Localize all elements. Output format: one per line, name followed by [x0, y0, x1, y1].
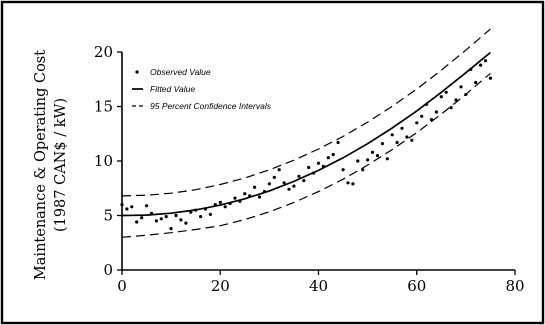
observed-point — [385, 157, 389, 161]
observed-point — [474, 80, 478, 85]
x-tick-label: 40 — [309, 277, 328, 295]
observed-point — [199, 215, 203, 219]
x-tick-label: 20 — [211, 277, 230, 295]
observed-point — [439, 95, 443, 99]
observed-point — [233, 196, 237, 200]
observed-point — [366, 158, 370, 162]
observed-point — [164, 215, 168, 219]
observed-point — [415, 121, 419, 125]
y-tick-label: 10 — [94, 152, 113, 170]
observed-point — [351, 182, 355, 186]
observed-point — [159, 217, 163, 221]
observed-point — [410, 138, 414, 142]
observed-point — [400, 126, 404, 130]
observed-point — [479, 63, 483, 67]
observed-point — [292, 184, 296, 188]
observed-point — [326, 156, 330, 160]
observed-point — [277, 168, 281, 172]
observed-point — [375, 154, 380, 158]
observed-point — [125, 207, 129, 211]
legend-fitted-label: Fitted Value — [150, 84, 195, 94]
observed-point — [282, 181, 286, 185]
legend-observed-label: Observed Value — [150, 67, 211, 77]
observed-point — [307, 165, 311, 170]
observed-point — [444, 90, 448, 94]
observed-point — [218, 200, 222, 204]
observed-point — [449, 106, 453, 110]
observed-point — [380, 142, 384, 146]
y-axis-label-line-1: Maintenance & Operating Cost — [33, 50, 49, 280]
x-tick-label: 80 — [505, 277, 524, 295]
ci-upper-line — [121, 28, 491, 197]
legend-observed-marker — [135, 70, 139, 74]
observed-point — [272, 175, 276, 179]
y-tick-label: 0 — [103, 261, 113, 279]
observed-point — [130, 205, 134, 209]
fitted-value-line — [121, 51, 491, 217]
legend: Observed Value Fitted Value 95 Percent C… — [132, 67, 272, 111]
observed-point — [287, 187, 291, 191]
observed-point — [208, 212, 212, 216]
observed-point — [395, 140, 399, 145]
observed-point — [267, 182, 271, 186]
observed-point — [253, 185, 257, 189]
observed-point — [257, 195, 262, 199]
observed-point — [459, 85, 463, 89]
observed-point — [331, 152, 335, 157]
observed-point — [169, 227, 173, 231]
y-tick-label: 20 — [94, 43, 113, 61]
observed-point — [243, 192, 247, 196]
y-tick-label: 15 — [94, 98, 113, 116]
axis-ticks: 0 20 40 60 80 0 5 10 15 20 — [94, 43, 525, 295]
observed-point — [297, 174, 301, 178]
x-tick-label: 60 — [407, 277, 426, 295]
observed-point — [316, 161, 321, 165]
ci-lower-line — [121, 72, 491, 238]
observed-point — [154, 219, 158, 223]
observed-point — [356, 159, 360, 163]
observed-point — [434, 110, 438, 114]
observed-point — [184, 221, 188, 225]
observed-point — [483, 59, 488, 63]
observed-point — [120, 203, 124, 207]
observed-point — [370, 150, 375, 154]
x-tick-label: 0 — [117, 277, 127, 295]
observed-point — [302, 179, 306, 183]
legend-ci-label: 95 Percent Confidence Intervals — [150, 101, 272, 111]
observed-point — [390, 133, 394, 137]
observed-point — [174, 213, 178, 218]
observed-point — [179, 218, 183, 222]
observed-point — [135, 220, 139, 224]
observed-point — [145, 204, 149, 208]
observed-point — [140, 216, 144, 220]
data-series — [120, 28, 492, 238]
y-tick-label: 5 — [103, 207, 113, 225]
observed-point — [223, 205, 227, 209]
observed-point — [420, 114, 424, 118]
observed-point — [488, 76, 492, 80]
observed-point — [336, 140, 340, 145]
observed-point — [405, 135, 409, 139]
observed-point — [346, 181, 350, 185]
observed-point — [341, 168, 345, 172]
y-axis-label-line-2: (1987 CAN$ / kW) — [53, 98, 69, 232]
